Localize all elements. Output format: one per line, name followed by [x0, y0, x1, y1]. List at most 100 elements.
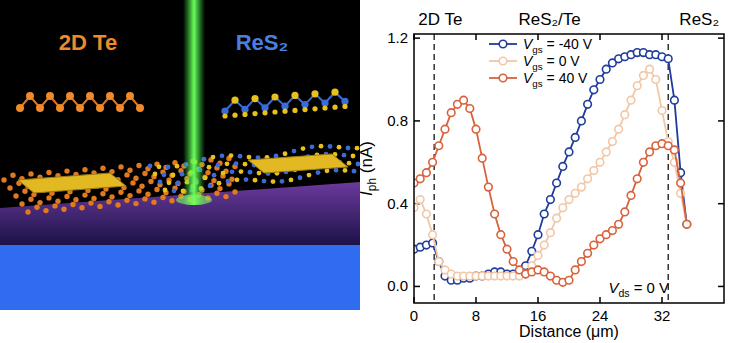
- te-atom: [148, 179, 153, 184]
- chart: 0.00.40.81.208162432Distance (μm)Iph (nA…: [357, 10, 724, 340]
- res2-atom: [280, 179, 285, 184]
- te-atom: [151, 200, 156, 205]
- series-marker: [652, 76, 660, 84]
- res2-atom: [238, 154, 243, 159]
- series-marker: [447, 109, 455, 117]
- te-atom: [43, 208, 48, 213]
- res2-atom: [167, 180, 172, 185]
- x-tick: [537, 297, 539, 303]
- series-marker: [658, 107, 666, 115]
- y-tick: [414, 37, 420, 39]
- te-atom: [91, 196, 96, 201]
- region-label: ReS₂: [679, 10, 719, 29]
- res2-chain-atom: [232, 113, 237, 118]
- series-marker: [497, 231, 505, 239]
- te-atom: [133, 201, 138, 206]
- region-label: 2D Te: [418, 10, 462, 29]
- x-tick-label: 0: [410, 307, 418, 324]
- te-atom: [82, 192, 87, 197]
- res2-chain-atom: [242, 112, 247, 117]
- te-atom: [25, 209, 30, 214]
- res2-atom: [271, 179, 276, 184]
- te-chain-atom: [26, 92, 34, 100]
- series-marker: [627, 96, 635, 104]
- series-marker: [534, 252, 542, 260]
- annotation: Vds = 0 V: [608, 279, 669, 299]
- res2-atom: [153, 172, 158, 177]
- series-marker: [640, 158, 648, 166]
- res2-chain-atom: [322, 105, 327, 110]
- text-sub: gs: [532, 44, 542, 55]
- te-chain-atom: [86, 92, 94, 100]
- res2-atom: [158, 180, 163, 185]
- x-tick: [599, 297, 601, 303]
- te-atom: [118, 190, 123, 195]
- illustration: 2D TeReS₂: [0, 0, 360, 310]
- legend: Vgs = -40 VVgs = 0 VVgs = 40 V: [489, 36, 593, 89]
- res2-atom: [163, 188, 168, 193]
- series-marker: [677, 179, 685, 187]
- x-tick-label: 32: [654, 307, 671, 324]
- series-marker: [584, 175, 592, 183]
- boundary-line: [668, 34, 669, 303]
- series-marker: [578, 117, 586, 125]
- y-tick: [718, 286, 724, 288]
- legend-marker: [499, 74, 507, 82]
- res2-chain-atom: [332, 105, 337, 110]
- y-tick: [414, 286, 420, 288]
- te-atom: [100, 166, 105, 171]
- text-part: = 0 V: [543, 53, 581, 69]
- plot-frame: [414, 34, 724, 303]
- te-atom: [79, 205, 84, 210]
- te-atom: [154, 187, 159, 192]
- res2-chain-atom: [291, 92, 298, 99]
- te-chain-atom: [16, 104, 24, 112]
- x-axis-label: Distance (μm): [519, 323, 619, 340]
- te-atom: [64, 168, 69, 173]
- res2-atom: [307, 173, 312, 178]
- te-chain-atom: [56, 104, 64, 112]
- series-marker: [540, 241, 548, 249]
- series-marker: [615, 221, 623, 229]
- series-marker: [478, 154, 486, 162]
- res2-atom: [212, 173, 217, 178]
- res2-atom: [316, 170, 321, 175]
- res2-atom: [319, 144, 324, 149]
- te-atom: [109, 194, 114, 199]
- series-line: [414, 69, 687, 276]
- te-atom: [97, 204, 102, 209]
- series-marker: [609, 227, 617, 235]
- text-part: = 40 V: [543, 70, 588, 86]
- te-atom: [214, 191, 219, 196]
- series-marker: [621, 111, 629, 119]
- te-atom: [28, 197, 33, 202]
- res2-atom: [220, 153, 225, 158]
- series-marker: [596, 76, 604, 84]
- series-marker: [435, 258, 443, 266]
- te-atom: [124, 172, 129, 177]
- te-atom: [55, 199, 60, 204]
- res2-atom: [257, 171, 262, 176]
- te-atom: [34, 205, 39, 210]
- te-chain-atom: [136, 104, 144, 112]
- text-part: = 0 V: [630, 279, 670, 296]
- series-marker: [503, 245, 511, 253]
- text-part: = -40 V: [543, 36, 593, 52]
- res2-atom: [208, 184, 213, 189]
- series-marker: [578, 183, 586, 191]
- res2-chain-atom: [271, 93, 278, 100]
- plot-data: [414, 49, 691, 286]
- text-sub: ds: [618, 287, 629, 299]
- series-marker: [559, 163, 567, 171]
- laser-beam: [183, 0, 205, 205]
- te-atom: [61, 207, 66, 212]
- res2-atom: [211, 155, 216, 160]
- text-sub: gs: [532, 61, 542, 72]
- series-marker: [565, 148, 573, 156]
- series-marker: [553, 214, 561, 222]
- te-atom: [7, 185, 12, 190]
- series-marker: [571, 134, 579, 142]
- text-sub: ph: [365, 178, 379, 191]
- te-atom: [133, 176, 138, 181]
- res2-atom: [352, 169, 357, 174]
